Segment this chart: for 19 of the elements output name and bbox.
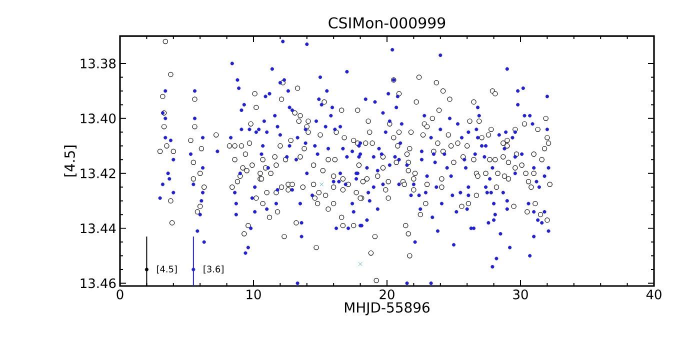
point <box>358 262 362 266</box>
y-tick-label: 13.40 <box>80 114 116 124</box>
x-axis-title: MHJD-55896 <box>344 302 430 316</box>
series-label: [4.5] <box>156 266 177 274</box>
point <box>320 182 324 186</box>
x-tick-label: 40 <box>646 290 662 300</box>
x-tick-label: 10 <box>246 290 261 300</box>
y-axis-title: [4.5] <box>64 146 77 176</box>
y-tick-label: 13.42 <box>80 168 116 178</box>
y-tick-label: 13.46 <box>80 278 116 288</box>
point <box>192 268 196 272</box>
y-tick-label: 13.38 <box>80 58 116 68</box>
x-tick-label: 20 <box>380 290 394 300</box>
chart-title: CSIMon-000999 <box>328 17 446 29</box>
x-tick-label: 30 <box>513 290 528 300</box>
point <box>144 268 148 272</box>
x-tick-label: 0 <box>116 290 124 300</box>
y-tick-label: 13.44 <box>80 223 116 234</box>
series-label: [3.6] <box>204 266 224 274</box>
